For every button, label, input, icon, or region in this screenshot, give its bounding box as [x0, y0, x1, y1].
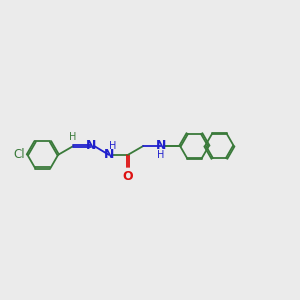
Text: N: N: [103, 148, 114, 161]
Text: N: N: [156, 140, 166, 152]
Text: H: H: [157, 151, 164, 160]
Text: O: O: [123, 170, 133, 183]
Text: H: H: [69, 132, 76, 142]
Text: H: H: [109, 141, 116, 151]
Text: Cl: Cl: [13, 148, 25, 161]
Text: N: N: [86, 140, 96, 152]
